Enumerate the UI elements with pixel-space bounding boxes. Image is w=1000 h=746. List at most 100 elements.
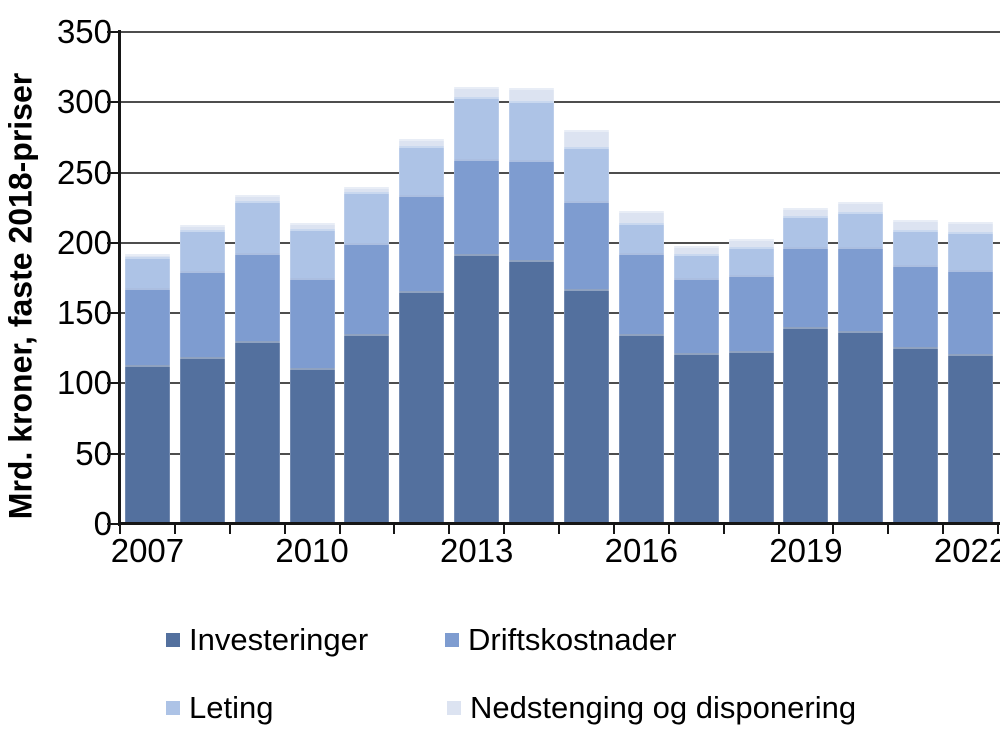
x-tick-13 [832, 525, 835, 534]
bar-2022-segment-2 [948, 231, 994, 270]
gridline-250 [118, 171, 1000, 174]
gridline-100 [118, 382, 1000, 385]
bar-2021-segment-0 [893, 346, 939, 524]
y-tick-label-350: 350 [56, 13, 112, 50]
bar-2009-segment-1 [234, 252, 280, 342]
plot-area [118, 31, 1000, 524]
y-tick-label-100: 100 [56, 364, 112, 402]
bar-2020-segment-1 [838, 247, 884, 332]
bar-2007-segment-3 [124, 254, 170, 257]
x-tick-label-2022: 2022 [933, 532, 1000, 569]
bar-2018-segment-0 [728, 351, 774, 524]
bar-2014-segment-0 [509, 259, 555, 524]
legend-label: Driftskostnader [468, 622, 677, 657]
bar-2009-segment-0 [234, 341, 280, 524]
bar-2020-segment-2 [838, 211, 884, 248]
bar-2007-segment-2 [124, 256, 170, 288]
bar-2015-segment-0 [563, 289, 609, 524]
bar-2015-segment-3 [563, 130, 609, 148]
bar-2019-segment-1 [783, 247, 829, 328]
bar-2015-segment-2 [563, 147, 609, 201]
y-tick-label-250: 250 [56, 153, 112, 191]
y-tick-150 [107, 312, 119, 315]
bar-2010-segment-1 [289, 278, 335, 368]
legend-label: Leting [189, 690, 274, 725]
bar-2021-segment-3 [893, 220, 939, 231]
x-axis-line [118, 522, 1000, 525]
bar-2019-segment-3 [783, 207, 829, 217]
bar-2011-segment-3 [344, 186, 390, 193]
x-tick-2 [228, 525, 231, 534]
bar-2020-segment-3 [838, 202, 884, 212]
bar-2018-segment-1 [728, 275, 774, 352]
x-tick-6 [448, 525, 451, 534]
y-tick-300 [107, 101, 119, 104]
bar-2011-segment-2 [344, 192, 390, 243]
x-tick-1 [173, 525, 176, 534]
y-tick-0 [107, 523, 119, 525]
legend-item-nedstenging: Nedstenging og disponering [447, 690, 856, 726]
bar-2013-segment-3 [454, 86, 500, 97]
bar-2015-segment-1 [563, 200, 609, 290]
legend-item-driftskostnader: Driftskostnader [445, 622, 676, 658]
bar-2019-segment-0 [783, 327, 829, 524]
bar-2022-segment-0 [948, 353, 994, 524]
bar-2016-segment-3 [618, 210, 664, 224]
bar-2018-segment-2 [728, 247, 774, 276]
y-tick-200 [107, 241, 119, 244]
bar-2016-segment-2 [618, 223, 664, 253]
bar-2008-segment-1 [179, 270, 225, 357]
y-tick-label-200: 200 [56, 223, 112, 261]
x-tick-16 [997, 525, 999, 534]
x-tick-label-2007: 2007 [110, 532, 185, 569]
bar-2008-segment-3 [179, 224, 225, 231]
bar-2010-segment-3 [289, 223, 335, 229]
bar-2007-segment-0 [124, 365, 170, 524]
gridline-350 [118, 31, 1000, 33]
x-tick-7 [503, 525, 506, 534]
legend-label: Investeringer [189, 622, 369, 657]
y-tick-label-50: 50 [75, 434, 112, 472]
bar-2014-segment-3 [509, 88, 555, 101]
bar-2021-segment-1 [893, 265, 939, 347]
bar-2010-segment-2 [289, 228, 335, 278]
bar-2014-segment-1 [509, 159, 555, 260]
x-tick-15 [942, 525, 945, 534]
bar-2017-segment-0 [673, 352, 719, 524]
bar-2021-segment-2 [893, 230, 939, 266]
x-tick-8 [558, 525, 560, 534]
y-tick-100 [107, 382, 119, 385]
legend-item-investeringer: Investeringer [166, 622, 368, 658]
x-tick-12 [777, 525, 780, 534]
y-axis-line [118, 30, 121, 526]
bar-2014-segment-2 [509, 100, 555, 160]
bar-2009-segment-2 [234, 200, 280, 253]
legend-marker-leting [166, 701, 180, 715]
gridline-200 [118, 241, 1000, 244]
gridline-50 [118, 452, 1000, 455]
bar-2016-segment-1 [618, 252, 664, 335]
y-tick-50 [107, 452, 119, 455]
bar-2016-segment-0 [618, 334, 664, 524]
gridline-300 [118, 101, 1000, 104]
bar-2012-segment-0 [399, 290, 445, 524]
bar-2012-segment-1 [399, 195, 445, 291]
x-tick-11 [722, 525, 725, 534]
x-tick-label-2019: 2019 [769, 532, 843, 569]
y-tick-label-300: 300 [56, 83, 112, 121]
bar-2018-segment-3 [728, 238, 774, 248]
legend-marker-investeringer [166, 633, 180, 647]
bar-2008-segment-0 [179, 356, 225, 524]
bar-2017-segment-2 [673, 254, 719, 278]
bar-2011-segment-1 [344, 242, 390, 335]
legend-label: Nedstenging og disponering [470, 690, 857, 725]
gridline-150 [118, 312, 1000, 315]
bar-2012-segment-3 [399, 138, 445, 146]
y-tick-label-0: 0 [93, 505, 112, 542]
bar-2007-segment-1 [124, 287, 170, 366]
bar-2013-segment-1 [454, 158, 500, 255]
bar-2009-segment-3 [234, 195, 280, 201]
bar-2011-segment-0 [344, 334, 390, 524]
x-tick-10 [667, 525, 670, 534]
bar-2019-segment-2 [783, 216, 829, 248]
